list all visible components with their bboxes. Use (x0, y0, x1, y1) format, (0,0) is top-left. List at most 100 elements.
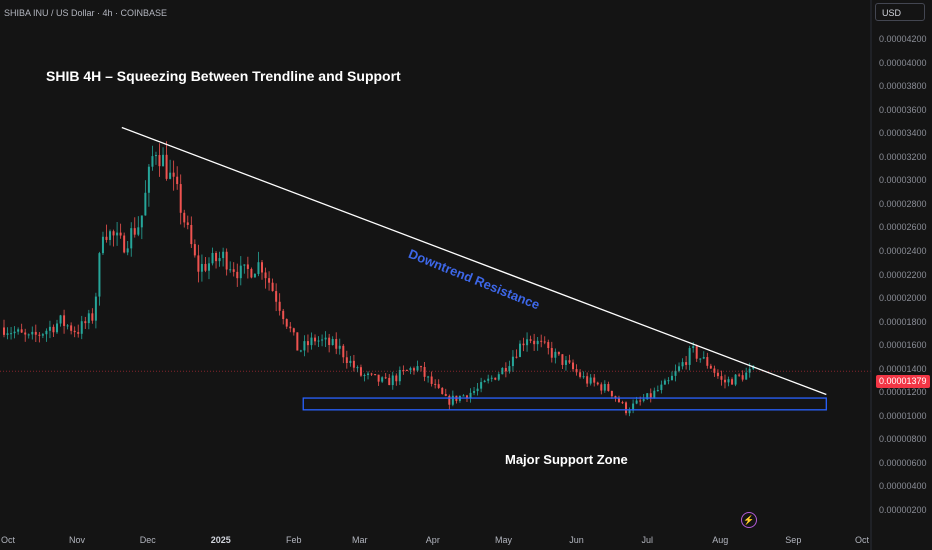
candle-body (607, 384, 610, 391)
downtrend-resistance-line[interactable] (121, 126, 827, 396)
candle-body (568, 360, 571, 363)
chart-title-annotation[interactable]: SHIB 4H – Squeezing Between Trendline an… (46, 68, 401, 84)
candle-body (77, 332, 80, 334)
candle-body (3, 327, 5, 335)
candle-body (437, 384, 440, 388)
candle-body (278, 301, 281, 311)
candle-body (31, 331, 34, 335)
time-tick-label: Jun (569, 535, 584, 545)
candle-body (84, 321, 87, 324)
candle-body (515, 356, 518, 358)
candle-body (73, 330, 76, 333)
price-tick-label: 0.00004000 (879, 57, 927, 68)
candle-body (723, 379, 726, 383)
candle-body (504, 367, 507, 372)
price-tick-label: 0.00000400 (879, 481, 927, 492)
candle-body (328, 337, 331, 346)
support-zone-rectangle[interactable] (302, 397, 827, 411)
candle-body (741, 375, 744, 380)
candle-body (678, 366, 681, 371)
time-tick-label: Oct (854, 535, 870, 545)
price-tick-label: 0.00003800 (879, 81, 927, 92)
candle-body (480, 382, 483, 389)
candle-body (572, 362, 575, 370)
candle-body (101, 236, 104, 254)
candle-body (490, 377, 493, 379)
candle-body (282, 310, 285, 320)
candle-body (321, 339, 324, 341)
candle-body (533, 340, 536, 345)
candle-body (345, 357, 348, 363)
candle-body (646, 393, 649, 400)
candle-body (229, 269, 232, 271)
candle-body (38, 334, 41, 336)
candle-body (253, 273, 256, 278)
time-tick-label: Mar (352, 535, 368, 545)
candle-body (176, 176, 179, 185)
candle-body (264, 272, 267, 279)
candle-body (734, 374, 737, 385)
currency-button[interactable]: USD (875, 3, 925, 21)
candle-body (105, 236, 108, 240)
candle-body (243, 264, 246, 266)
candle-body (391, 375, 394, 386)
candle-body (720, 376, 723, 380)
candle-body (94, 296, 97, 321)
candle-body (239, 265, 242, 279)
candle-body (66, 325, 69, 327)
price-tick-label: 0.00003000 (879, 175, 927, 186)
candle-body (656, 390, 659, 392)
candle-body (564, 360, 567, 365)
candle-body (179, 184, 182, 213)
candle-body (483, 380, 486, 383)
candle-body (20, 329, 23, 333)
candle-body (169, 172, 172, 179)
candle-body (98, 253, 101, 297)
candle-body (109, 231, 112, 240)
candle-body (246, 264, 249, 269)
candle-body (497, 374, 500, 380)
price-tick-label: 0.00003400 (879, 128, 927, 139)
support-zone-label[interactable]: Major Support Zone (505, 452, 628, 467)
candle-body (554, 351, 557, 358)
candle-body (469, 392, 472, 399)
candle-body (501, 367, 504, 375)
candle-body (476, 388, 479, 392)
candle-body (197, 255, 200, 272)
candle-body (550, 348, 553, 358)
candle-body (140, 215, 143, 228)
candle-body (621, 402, 624, 404)
candle-body (285, 319, 288, 327)
candle-body (529, 339, 532, 341)
candle-body (402, 369, 405, 371)
price-tick-label: 0.00001000 (879, 410, 927, 421)
candle-body (59, 315, 62, 324)
candle-body (653, 390, 656, 398)
candle-body (374, 374, 377, 376)
candle-body (144, 192, 147, 216)
candle-body (165, 154, 168, 179)
candle-body (45, 330, 48, 335)
candle-body (207, 263, 210, 271)
price-tick-label: 0.00001400 (879, 363, 927, 374)
candle-body (24, 332, 27, 335)
candle-body (352, 360, 355, 368)
candle-body (56, 323, 59, 333)
candle-body (702, 357, 705, 359)
lightning-bolt-icon[interactable]: ⚡ (741, 512, 757, 528)
time-tick-label: 2025 (210, 535, 231, 545)
candle-body (473, 391, 476, 393)
candle-body (635, 400, 638, 404)
candle-body (685, 362, 688, 365)
candle-body (557, 351, 560, 355)
candle-body (190, 224, 193, 245)
candle-body (589, 377, 592, 384)
candle-body (540, 340, 543, 342)
candle-body (331, 338, 334, 346)
candle-body (745, 372, 748, 380)
candle-body (409, 368, 412, 371)
candle-body (617, 398, 620, 403)
candle-body (448, 395, 451, 405)
price-tick-label: 0.00002200 (879, 269, 927, 280)
